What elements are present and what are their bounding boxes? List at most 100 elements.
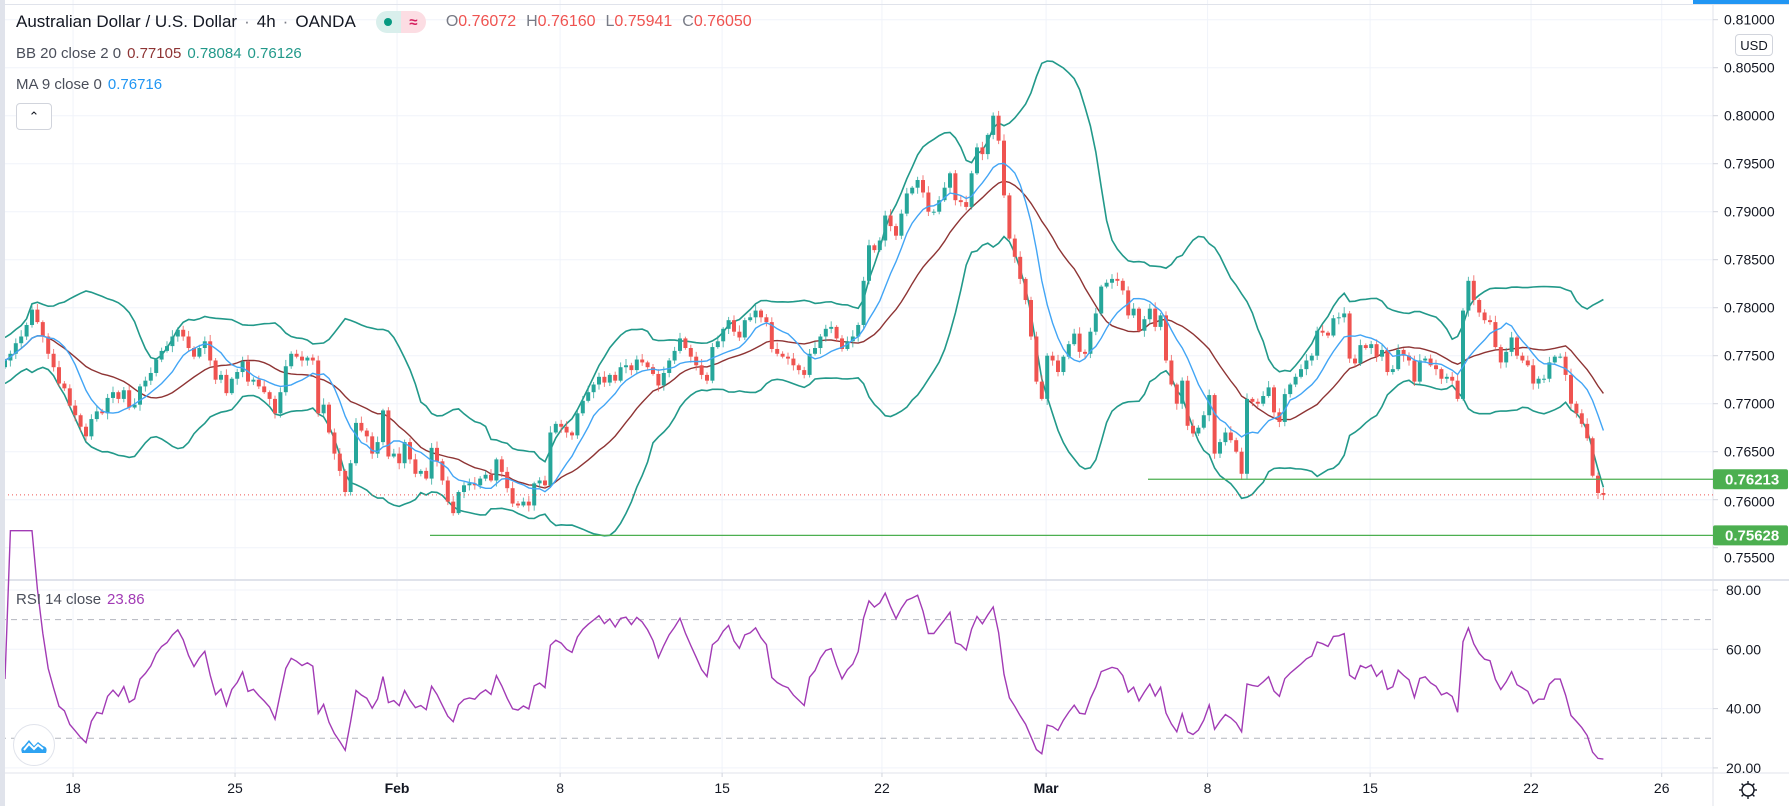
candle-up	[467, 478, 472, 491]
candle-down	[516, 501, 520, 509]
candle-down	[526, 496, 531, 512]
candle-up	[721, 327, 726, 348]
candle-down	[1347, 310, 1352, 363]
candle-body	[823, 328, 828, 337]
candle-up	[1282, 388, 1287, 427]
candle-body	[505, 471, 510, 489]
candle-body	[494, 459, 499, 481]
candle-down	[397, 447, 402, 470]
candle-up	[942, 182, 947, 202]
candle-up	[159, 347, 164, 363]
candle-body	[953, 173, 958, 201]
candle-body	[1596, 475, 1600, 493]
candle-down	[67, 384, 72, 408]
candle-body	[440, 461, 445, 481]
candle-body	[1385, 349, 1390, 373]
candle-body	[742, 320, 747, 338]
candle-body	[224, 374, 229, 394]
candle-up	[904, 187, 909, 217]
candle-up	[1390, 365, 1395, 375]
candle-body	[807, 353, 812, 375]
candle-body	[445, 480, 450, 502]
candle-body	[726, 320, 731, 329]
candle-down	[1029, 296, 1033, 340]
currency-button[interactable]: USD	[1735, 34, 1773, 56]
candle-down	[570, 430, 574, 440]
candle-down	[894, 223, 898, 241]
market-open-dot-icon	[375, 11, 401, 33]
candle-up	[1380, 343, 1384, 361]
candle-down	[1115, 272, 1120, 287]
candle-body	[591, 384, 596, 393]
collapse-legend-button[interactable]: ⌃	[16, 103, 52, 130]
candle-up	[553, 421, 558, 435]
candle-body	[30, 309, 34, 325]
candle-up	[170, 330, 175, 353]
candle-body	[948, 173, 952, 188]
bb-legend[interactable]: BB 20 close 2 0 0.77105 0.78084 0.76126	[16, 45, 302, 62]
candle-body	[359, 422, 364, 431]
candle-body	[46, 336, 51, 354]
candle-body	[532, 483, 537, 506]
candle-body	[1601, 492, 1606, 495]
candle-up	[537, 477, 542, 488]
price-tick-label: 0.75500	[1724, 549, 1775, 565]
candle-body	[354, 422, 358, 464]
candle-body	[661, 372, 666, 386]
price-tick-label: 0.78000	[1724, 300, 1775, 316]
candle-down	[100, 408, 105, 416]
rsi-legend[interactable]: RSI 14 close 23.86	[16, 591, 145, 608]
candle-up	[13, 338, 18, 359]
candle-body	[13, 343, 18, 354]
settings-gear-icon[interactable]	[1737, 779, 1759, 801]
candle-body	[343, 470, 348, 493]
tradingview-logo[interactable]	[13, 724, 55, 766]
candle-body	[786, 356, 790, 359]
candle-down	[834, 325, 839, 342]
candle-up	[1304, 354, 1309, 376]
candle-body	[1358, 345, 1363, 364]
candle-up	[402, 439, 407, 469]
candle-down	[705, 372, 709, 385]
market-status-pill[interactable]: ≈	[375, 11, 426, 33]
candle-body	[1120, 280, 1125, 291]
candle-up	[235, 368, 240, 385]
candle-down	[35, 304, 40, 324]
candle-body	[1018, 256, 1023, 279]
candle-body	[829, 326, 834, 329]
candle-up	[229, 377, 234, 395]
candle-up	[710, 343, 715, 384]
candle-body	[148, 372, 153, 381]
candle-body	[1261, 396, 1266, 404]
candle-body	[1050, 355, 1055, 361]
candle-body	[607, 374, 612, 383]
time-tick-label: 18	[65, 780, 81, 796]
candle-down	[262, 380, 267, 394]
candle-body	[1012, 238, 1017, 257]
candle-up	[391, 448, 396, 459]
ma-legend[interactable]: MA 9 close 0 0.76716	[16, 76, 162, 93]
close-value: 0.76050	[693, 13, 752, 30]
candle-up	[1288, 382, 1293, 398]
candle-up	[143, 376, 148, 392]
time-tick-label: 15	[714, 780, 730, 796]
ma-line	[4, 162, 1605, 493]
candle-body	[1547, 362, 1552, 379]
candle-body	[586, 392, 591, 401]
candle-up	[937, 196, 942, 215]
candle-body	[910, 187, 915, 194]
candle-down	[1255, 398, 1260, 408]
candle-body	[429, 447, 434, 479]
candle-body	[548, 432, 553, 486]
candle-body	[1169, 360, 1174, 385]
candle-body	[1488, 320, 1492, 323]
top-toolbar-edge	[0, 0, 1789, 5]
symbol-legend[interactable]: Australian Dollar / U.S. Dollar · 4h · O…	[16, 11, 752, 33]
candle-body	[84, 426, 88, 437]
time-tick-label: 8	[556, 780, 564, 796]
candle-down	[1326, 330, 1330, 339]
candle-body	[1515, 337, 1519, 356]
candle-up	[1299, 364, 1303, 379]
candle-body	[904, 193, 909, 214]
